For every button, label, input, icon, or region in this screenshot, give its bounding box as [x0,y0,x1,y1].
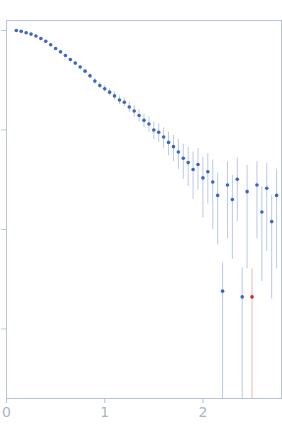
svg-text:2: 2 [198,404,207,420]
svg-text:0: 0 [2,404,11,420]
svg-text:1: 1 [100,404,109,420]
